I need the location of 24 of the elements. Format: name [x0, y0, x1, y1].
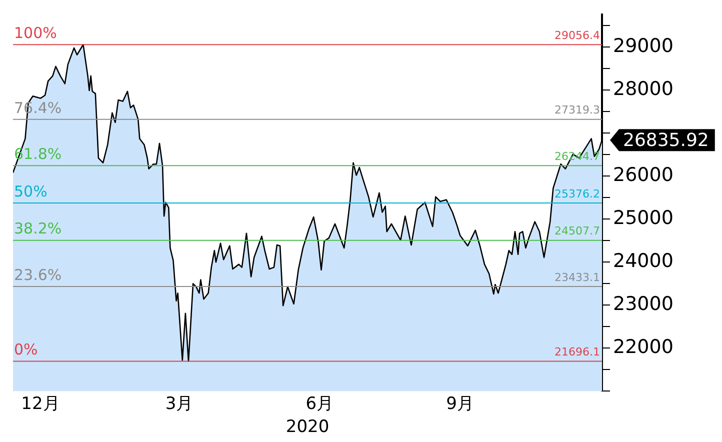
- annotation: 0%: [14, 340, 38, 359]
- x-tick-label: 3月: [165, 394, 194, 414]
- ref-line-label: 21696.1: [554, 346, 600, 359]
- ref-line-label: 29056.4: [554, 29, 600, 42]
- ref-line-label: 27319.3: [554, 104, 600, 117]
- ref-line-label: 23433.1: [554, 270, 600, 284]
- annotation: 23.6%: [14, 266, 62, 284]
- annotation: 38.2%: [14, 220, 62, 238]
- y-tick-label: 25000: [613, 207, 674, 230]
- y-tick-label: 23000: [613, 293, 674, 316]
- y-tick-label: 24000: [613, 250, 674, 272]
- x-axis-title: 2020: [286, 417, 330, 438]
- annotation: 50%: [14, 182, 48, 200]
- x-tick-label: 6月: [306, 394, 334, 414]
- y-tick-label: 26000: [613, 164, 674, 186]
- annotation: 26835.92: [623, 130, 709, 151]
- ref-line-label: 24507.7: [554, 224, 600, 238]
- x-tick-label: 12月: [21, 394, 60, 414]
- x-tick-label: 9月: [446, 394, 474, 414]
- y-tick-label: 22000: [613, 336, 674, 358]
- annotation: 100%: [14, 24, 57, 42]
- y-tick-label: 29000: [613, 35, 674, 58]
- y-tick-label: 28000: [613, 78, 674, 100]
- ref-line-label: 25376.2: [554, 187, 600, 200]
